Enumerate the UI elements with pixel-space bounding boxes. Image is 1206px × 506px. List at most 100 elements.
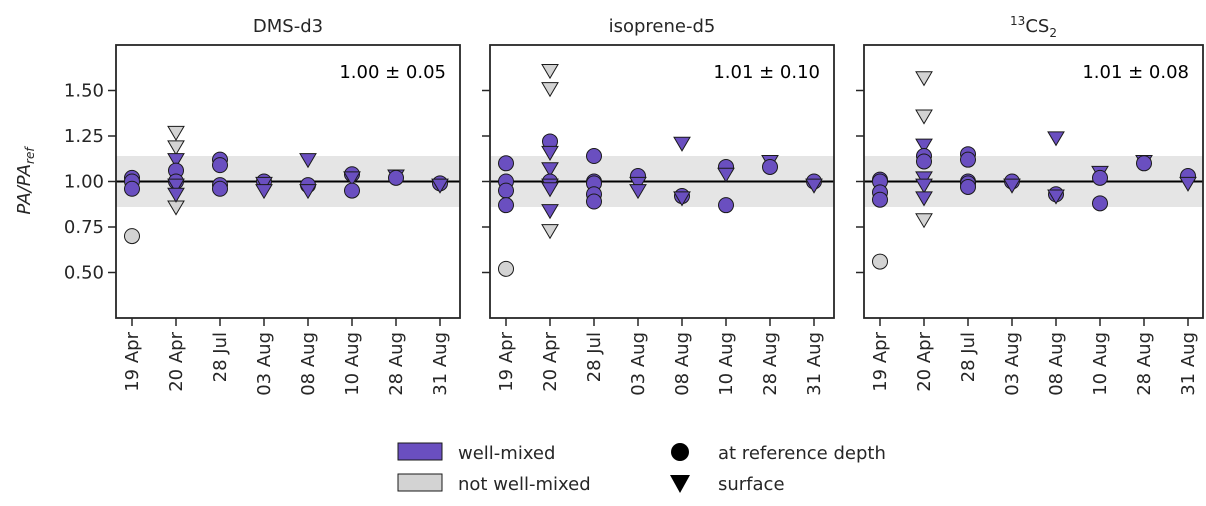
data-point-circle <box>212 157 228 174</box>
data-point-triangle <box>541 82 559 98</box>
data-point-triangle <box>673 191 691 207</box>
data-point-circle <box>916 153 932 170</box>
y-tick-label: 1.00 <box>64 172 104 193</box>
x-tick-label: 31 Aug <box>430 332 451 396</box>
data-point-triangle <box>915 178 933 194</box>
data-point-triangle <box>915 71 933 87</box>
axes-frame <box>115 44 461 319</box>
data-point-triangle <box>1003 178 1021 194</box>
x-tick-label: 28 Jul <box>584 332 605 382</box>
data-point-triangle <box>915 213 933 229</box>
x-tick-label: 28 Jul <box>210 332 231 382</box>
data-point-triangle <box>915 138 933 154</box>
data-point-triangle <box>167 200 185 216</box>
legend-label: not well-mixed <box>458 474 591 495</box>
legend-label: at reference depth <box>718 443 886 464</box>
panel-title: 13CS2 <box>1010 14 1057 40</box>
x-tick-label: 28 Aug <box>386 332 407 396</box>
x-tick-label: 28 Aug <box>760 332 781 396</box>
data-point-triangle <box>673 136 691 152</box>
data-point-circle <box>762 158 778 175</box>
legend-swatch <box>397 473 443 492</box>
data-point-circle <box>498 155 514 172</box>
data-point-triangle <box>167 140 185 156</box>
data-point-triangle <box>1047 189 1065 205</box>
x-tick-label: 28 Aug <box>1134 332 1155 396</box>
panel-3: 19 Apr 20 Apr 28 Jul 03 Aug 08 Aug 10 Aug 28 A… <box>856 44 1204 396</box>
x-tick-label: 10 Aug <box>716 332 737 396</box>
data-point-triangle <box>915 109 933 125</box>
data-point-circle <box>498 260 514 277</box>
x-tick-label: 20 Apr <box>540 331 561 391</box>
data-point-triangle <box>167 178 185 194</box>
panel-annotation: 1.01 ± 0.10 <box>713 62 820 83</box>
data-point-triangle <box>541 224 559 240</box>
y-tick-label: 1.50 <box>64 81 104 102</box>
legend: well-mixed not well-mixed at reference dep… <box>397 442 886 495</box>
data-point-triangle <box>255 184 273 200</box>
y-tick-label: 0.50 <box>64 263 104 284</box>
x-tick-label: 20 Apr <box>166 331 187 391</box>
data-point-triangle <box>167 125 185 141</box>
data-point-triangle <box>541 162 559 178</box>
x-tick-label: 19 Apr <box>870 331 891 391</box>
data-point-triangle <box>167 153 185 169</box>
x-tick-label: 20 Apr <box>914 331 935 391</box>
data-point-circle <box>586 193 602 210</box>
data-point-circle <box>124 180 140 197</box>
data-point-triangle <box>541 63 559 80</box>
x-tick-label: 10 Aug <box>342 332 363 396</box>
data-point-triangle <box>299 153 317 169</box>
panel-annotation: 1.00 ± 0.05 <box>339 62 446 83</box>
legend-marker-triangle <box>670 475 690 493</box>
data-point-circle <box>872 253 888 270</box>
data-point-triangle <box>805 178 823 194</box>
data-point-circle <box>498 197 514 214</box>
panel-title: DMS-d3 <box>253 16 323 37</box>
data-point-triangle <box>541 182 559 198</box>
legend-swatch <box>397 442 443 461</box>
data-point-triangle <box>1179 176 1197 192</box>
data-point-circle <box>718 197 734 214</box>
axes-frame <box>489 44 835 319</box>
axes-frame <box>863 44 1204 319</box>
x-tick-label: 08 Aug <box>672 332 693 396</box>
legend-label: surface <box>718 474 785 495</box>
data-point-triangle <box>1047 131 1065 147</box>
x-tick-label: 08 Aug <box>1046 332 1067 396</box>
panel-2: 19 Apr 20 Apr 28 Jul 03 Aug 08 Aug 10 Aug 28 A… <box>482 44 835 396</box>
x-tick-label: 31 Aug <box>804 332 825 396</box>
data-point-triangle <box>629 184 647 200</box>
x-tick-label: 19 Apr <box>122 331 143 391</box>
y-tick-label: 1.25 <box>64 126 104 147</box>
data-point-triangle <box>343 171 361 187</box>
data-point-circle <box>872 191 888 208</box>
x-tick-label: 08 Aug <box>298 332 319 396</box>
data-point-circle <box>498 182 514 199</box>
legend-label: well-mixed <box>458 443 555 464</box>
panel-annotation: 1.01 ± 0.08 <box>1082 62 1189 83</box>
x-tick-label: 03 Aug <box>628 332 649 396</box>
panel-title: isoprene-d5 <box>609 16 716 37</box>
data-point-circle <box>1092 195 1108 212</box>
data-point-circle <box>1092 169 1108 186</box>
x-tick-label: 03 Aug <box>1002 332 1023 396</box>
data-point-triangle <box>541 145 559 161</box>
data-point-triangle <box>717 167 735 183</box>
data-point-circle <box>586 148 602 165</box>
y-axis-label: PA/PAref <box>14 146 37 215</box>
legend-marker-circle <box>671 443 689 461</box>
data-point-circle <box>388 169 404 186</box>
data-point-triangle <box>167 187 185 203</box>
x-tick-label: 28 Jul <box>958 332 979 382</box>
x-tick-label: 19 Apr <box>496 331 517 391</box>
data-point-circle <box>212 180 228 197</box>
data-point-circle <box>344 182 360 199</box>
data-point-circle <box>960 178 976 195</box>
data-point-triangle <box>299 184 317 200</box>
data-point-circle <box>960 151 976 168</box>
data-point-triangle <box>431 178 449 194</box>
x-tick-label: 03 Aug <box>254 332 275 396</box>
panel-1: 0.50 0.75 1.00 1.25 1.50 19 Apr 20 Apr 28 Jul 03… <box>64 44 461 396</box>
